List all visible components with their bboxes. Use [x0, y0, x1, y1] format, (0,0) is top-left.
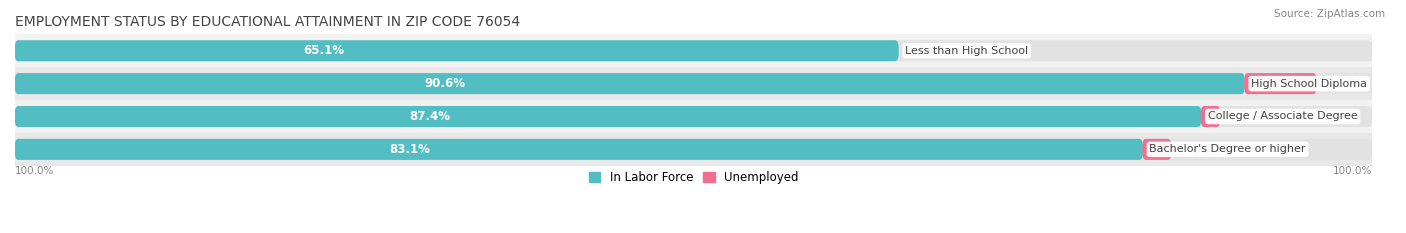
Text: 0.0%: 0.0%: [918, 44, 949, 57]
Text: 100.0%: 100.0%: [15, 166, 55, 176]
FancyBboxPatch shape: [14, 139, 1372, 160]
Bar: [15, 133, 1372, 166]
Bar: [15, 67, 1372, 100]
FancyBboxPatch shape: [14, 139, 1143, 160]
Text: 2.1%: 2.1%: [1191, 143, 1222, 156]
Text: 83.1%: 83.1%: [389, 143, 430, 156]
Text: EMPLOYMENT STATUS BY EDUCATIONAL ATTAINMENT IN ZIP CODE 76054: EMPLOYMENT STATUS BY EDUCATIONAL ATTAINM…: [15, 15, 520, 29]
FancyBboxPatch shape: [1143, 139, 1171, 160]
FancyBboxPatch shape: [14, 73, 1372, 94]
FancyBboxPatch shape: [1244, 73, 1316, 94]
Bar: [15, 100, 1372, 133]
FancyBboxPatch shape: [14, 40, 1372, 61]
Text: High School Diploma: High School Diploma: [1251, 79, 1367, 89]
Bar: [15, 34, 1372, 67]
FancyBboxPatch shape: [14, 73, 1244, 94]
Text: College / Associate Degree: College / Associate Degree: [1208, 112, 1358, 121]
FancyBboxPatch shape: [1201, 106, 1220, 127]
Text: Source: ZipAtlas.com: Source: ZipAtlas.com: [1274, 9, 1385, 19]
Text: 5.3%: 5.3%: [1337, 77, 1367, 90]
Text: 65.1%: 65.1%: [304, 44, 344, 57]
Text: 87.4%: 87.4%: [409, 110, 450, 123]
Legend: In Labor Force, Unemployed: In Labor Force, Unemployed: [583, 166, 803, 189]
Text: Less than High School: Less than High School: [905, 46, 1028, 56]
Text: 90.6%: 90.6%: [425, 77, 465, 90]
Text: 100.0%: 100.0%: [1333, 166, 1372, 176]
FancyBboxPatch shape: [14, 40, 898, 61]
FancyBboxPatch shape: [14, 106, 1372, 127]
FancyBboxPatch shape: [14, 106, 1201, 127]
Text: 1.4%: 1.4%: [1240, 110, 1270, 123]
Text: Bachelor's Degree or higher: Bachelor's Degree or higher: [1150, 144, 1306, 154]
